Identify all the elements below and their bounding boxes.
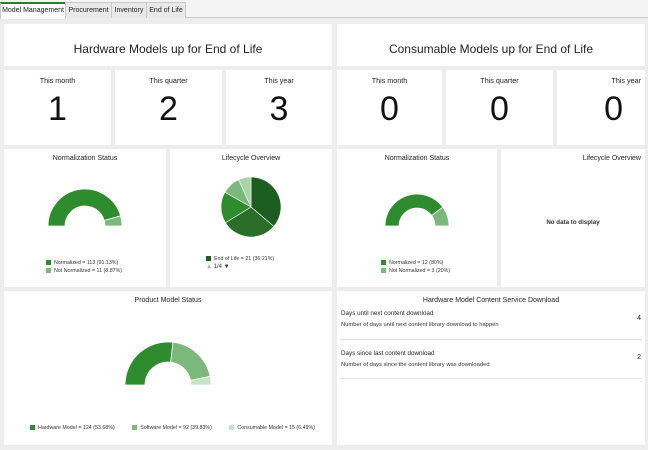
consumable-normalization-chart [384, 193, 450, 227]
pager-prev-icon[interactable]: ▲ [206, 264, 212, 270]
legend-label: Not Normalized = 3 (20%) [389, 268, 451, 274]
legend-item[interactable]: Normalized = 12 (80%) [381, 259, 450, 267]
legend-item[interactable]: Not Normalized = 11 (8.87%) [46, 267, 122, 275]
hardware-header-panel: Hardware Models up for End of Life [4, 24, 332, 66]
donut-segment[interactable] [384, 193, 444, 227]
pie-slice[interactable] [225, 206, 275, 238]
donut-segment[interactable] [47, 188, 122, 227]
pager-label: 1/4 [213, 264, 222, 270]
legend-item[interactable]: Normalized = 113 (91.13%) [46, 259, 122, 267]
download-row-title: Days until next content download [341, 310, 434, 317]
content-download-panel: Hardware Model Content Service Download … [337, 291, 645, 445]
kpi-label: This quarter [480, 76, 519, 85]
divider [340, 339, 642, 340]
hardware-kpi-quarter[interactable]: This quarter 2 [115, 70, 222, 145]
legend: Normalized = 12 (80%) Not Normalized = 3… [381, 259, 450, 275]
legend: End of Life = 21 (36.21%) ▲ 1/4 ▼ [206, 255, 274, 271]
pie-slice[interactable] [238, 176, 252, 208]
legend-label: End of Life = 21 (36.21%) [214, 256, 275, 262]
pager-next-icon[interactable]: ▼ [223, 264, 230, 270]
tab-end-of-life[interactable]: End of Life [146, 2, 186, 18]
download-row-desc: Number of days until next content librar… [341, 322, 499, 328]
legend-swatch [46, 259, 51, 265]
hardware-lifecycle-panel: Lifecycle Overview End of Life = 21 (36.… [170, 149, 332, 287]
kpi-label: This year [264, 76, 294, 85]
consumable-title: Consumable Models up for End of Life [388, 42, 594, 56]
legend: Normalized = 113 (91.13%) Not Normalized… [46, 259, 122, 275]
product-model-status-panel: Product Model Status Hardware Model = 12… [4, 291, 332, 445]
download-row-value[interactable]: 4 [637, 315, 641, 322]
kpi-value: 0 [490, 90, 509, 128]
donut-segment[interactable] [431, 206, 450, 227]
legend-item[interactable]: End of Life = 21 (36.21%) [206, 255, 274, 263]
tab-procurement[interactable]: Procurement [65, 2, 112, 18]
legend-swatch [381, 267, 386, 273]
chart-title: Normalization Status [52, 155, 118, 162]
panel-title: Hardware Model Content Service Download [422, 297, 560, 304]
legend-label: Hardware Model = 124 (53.68%) [38, 425, 115, 431]
donut-segment[interactable] [190, 375, 212, 386]
no-data-message: No data to display [546, 219, 600, 226]
kpi-value: 0 [604, 90, 623, 128]
donut-segment[interactable] [170, 341, 211, 381]
legend-swatch [229, 424, 235, 430]
download-row-value[interactable]: 2 [637, 354, 641, 361]
legend-item[interactable]: Consumable Model = 15 (6.49%) [229, 424, 315, 431]
legend-swatch [206, 255, 211, 261]
hardware-title: Hardware Models up for End of Life [73, 42, 263, 56]
consumable-normalization-panel: Normalization Status Normalized = 12 (80… [337, 149, 497, 287]
consumable-kpi-quarter[interactable]: This quarter 0 [446, 70, 553, 145]
legend-item[interactable]: Software Model = 92 (39.83%) [132, 424, 212, 431]
pie-slice[interactable] [250, 176, 282, 227]
tab-bar: Model Management Procurement Inventory E… [0, 0, 648, 19]
kpi-value: 3 [269, 90, 289, 128]
legend: Hardware Model = 124 (53.68%) Software M… [30, 424, 315, 432]
hardware-lifecycle-chart [220, 176, 282, 238]
chart-title: Normalization Status [384, 155, 450, 162]
legend-item[interactable]: Not Normalized = 3 (20%) [381, 267, 450, 275]
hardware-kpi-month[interactable]: This month 1 [4, 70, 111, 145]
legend-label: Normalized = 113 (91.13%) [54, 260, 119, 266]
kpi-value: 1 [48, 90, 67, 128]
kpi-label: This month [371, 76, 408, 85]
consumable-lifecycle-panel: Lifecycle Overview No data to display [501, 149, 645, 287]
download-row-desc: Number of days since the content library… [341, 362, 490, 368]
hardware-normalization-chart [47, 188, 123, 227]
kpi-value: 2 [159, 90, 178, 128]
legend-pager: ▲ 1/4 ▼ [206, 263, 274, 271]
legend-swatch [132, 424, 138, 430]
product-model-status-chart [124, 341, 212, 386]
kpi-label: This year [611, 76, 641, 85]
consumable-kpi-year[interactable]: This year 0 [557, 70, 645, 145]
divider [340, 378, 642, 379]
legend-swatch [30, 424, 35, 430]
legend-label: Software Model = 92 (39.83%) [140, 425, 212, 431]
kpi-label: This quarter [149, 76, 188, 85]
hardware-kpi-year[interactable]: This year 3 [226, 70, 332, 145]
chart-title: Product Model Status [134, 297, 202, 304]
consumable-kpi-month[interactable]: This month 0 [337, 70, 442, 145]
tab-inventory[interactable]: Inventory [111, 2, 147, 18]
donut-segment[interactable] [124, 341, 174, 386]
chart-title: Lifecycle Overview [582, 155, 641, 162]
legend-label: Normalized = 12 (80%) [389, 260, 444, 266]
kpi-label: This month [39, 76, 76, 85]
kpi-value: 0 [380, 90, 399, 128]
legend-swatch [381, 259, 386, 265]
download-row-title: Days since last content download [341, 350, 435, 357]
legend-label: Consumable Model = 15 (6.49%) [237, 425, 315, 431]
consumable-header-panel: Consumable Models up for End of Life [337, 24, 645, 66]
legend-swatch [46, 267, 51, 273]
tab-model-management[interactable]: Model Management [0, 2, 66, 19]
hardware-normalization-panel: Normalization Status Normalized = 113 (9… [4, 149, 166, 287]
chart-title: Lifecycle Overview [221, 155, 281, 162]
donut-segment[interactable] [103, 215, 123, 227]
legend-item[interactable]: Hardware Model = 124 (53.68%) [30, 424, 115, 431]
legend-label: Not Normalized = 11 (8.87%) [54, 268, 123, 274]
